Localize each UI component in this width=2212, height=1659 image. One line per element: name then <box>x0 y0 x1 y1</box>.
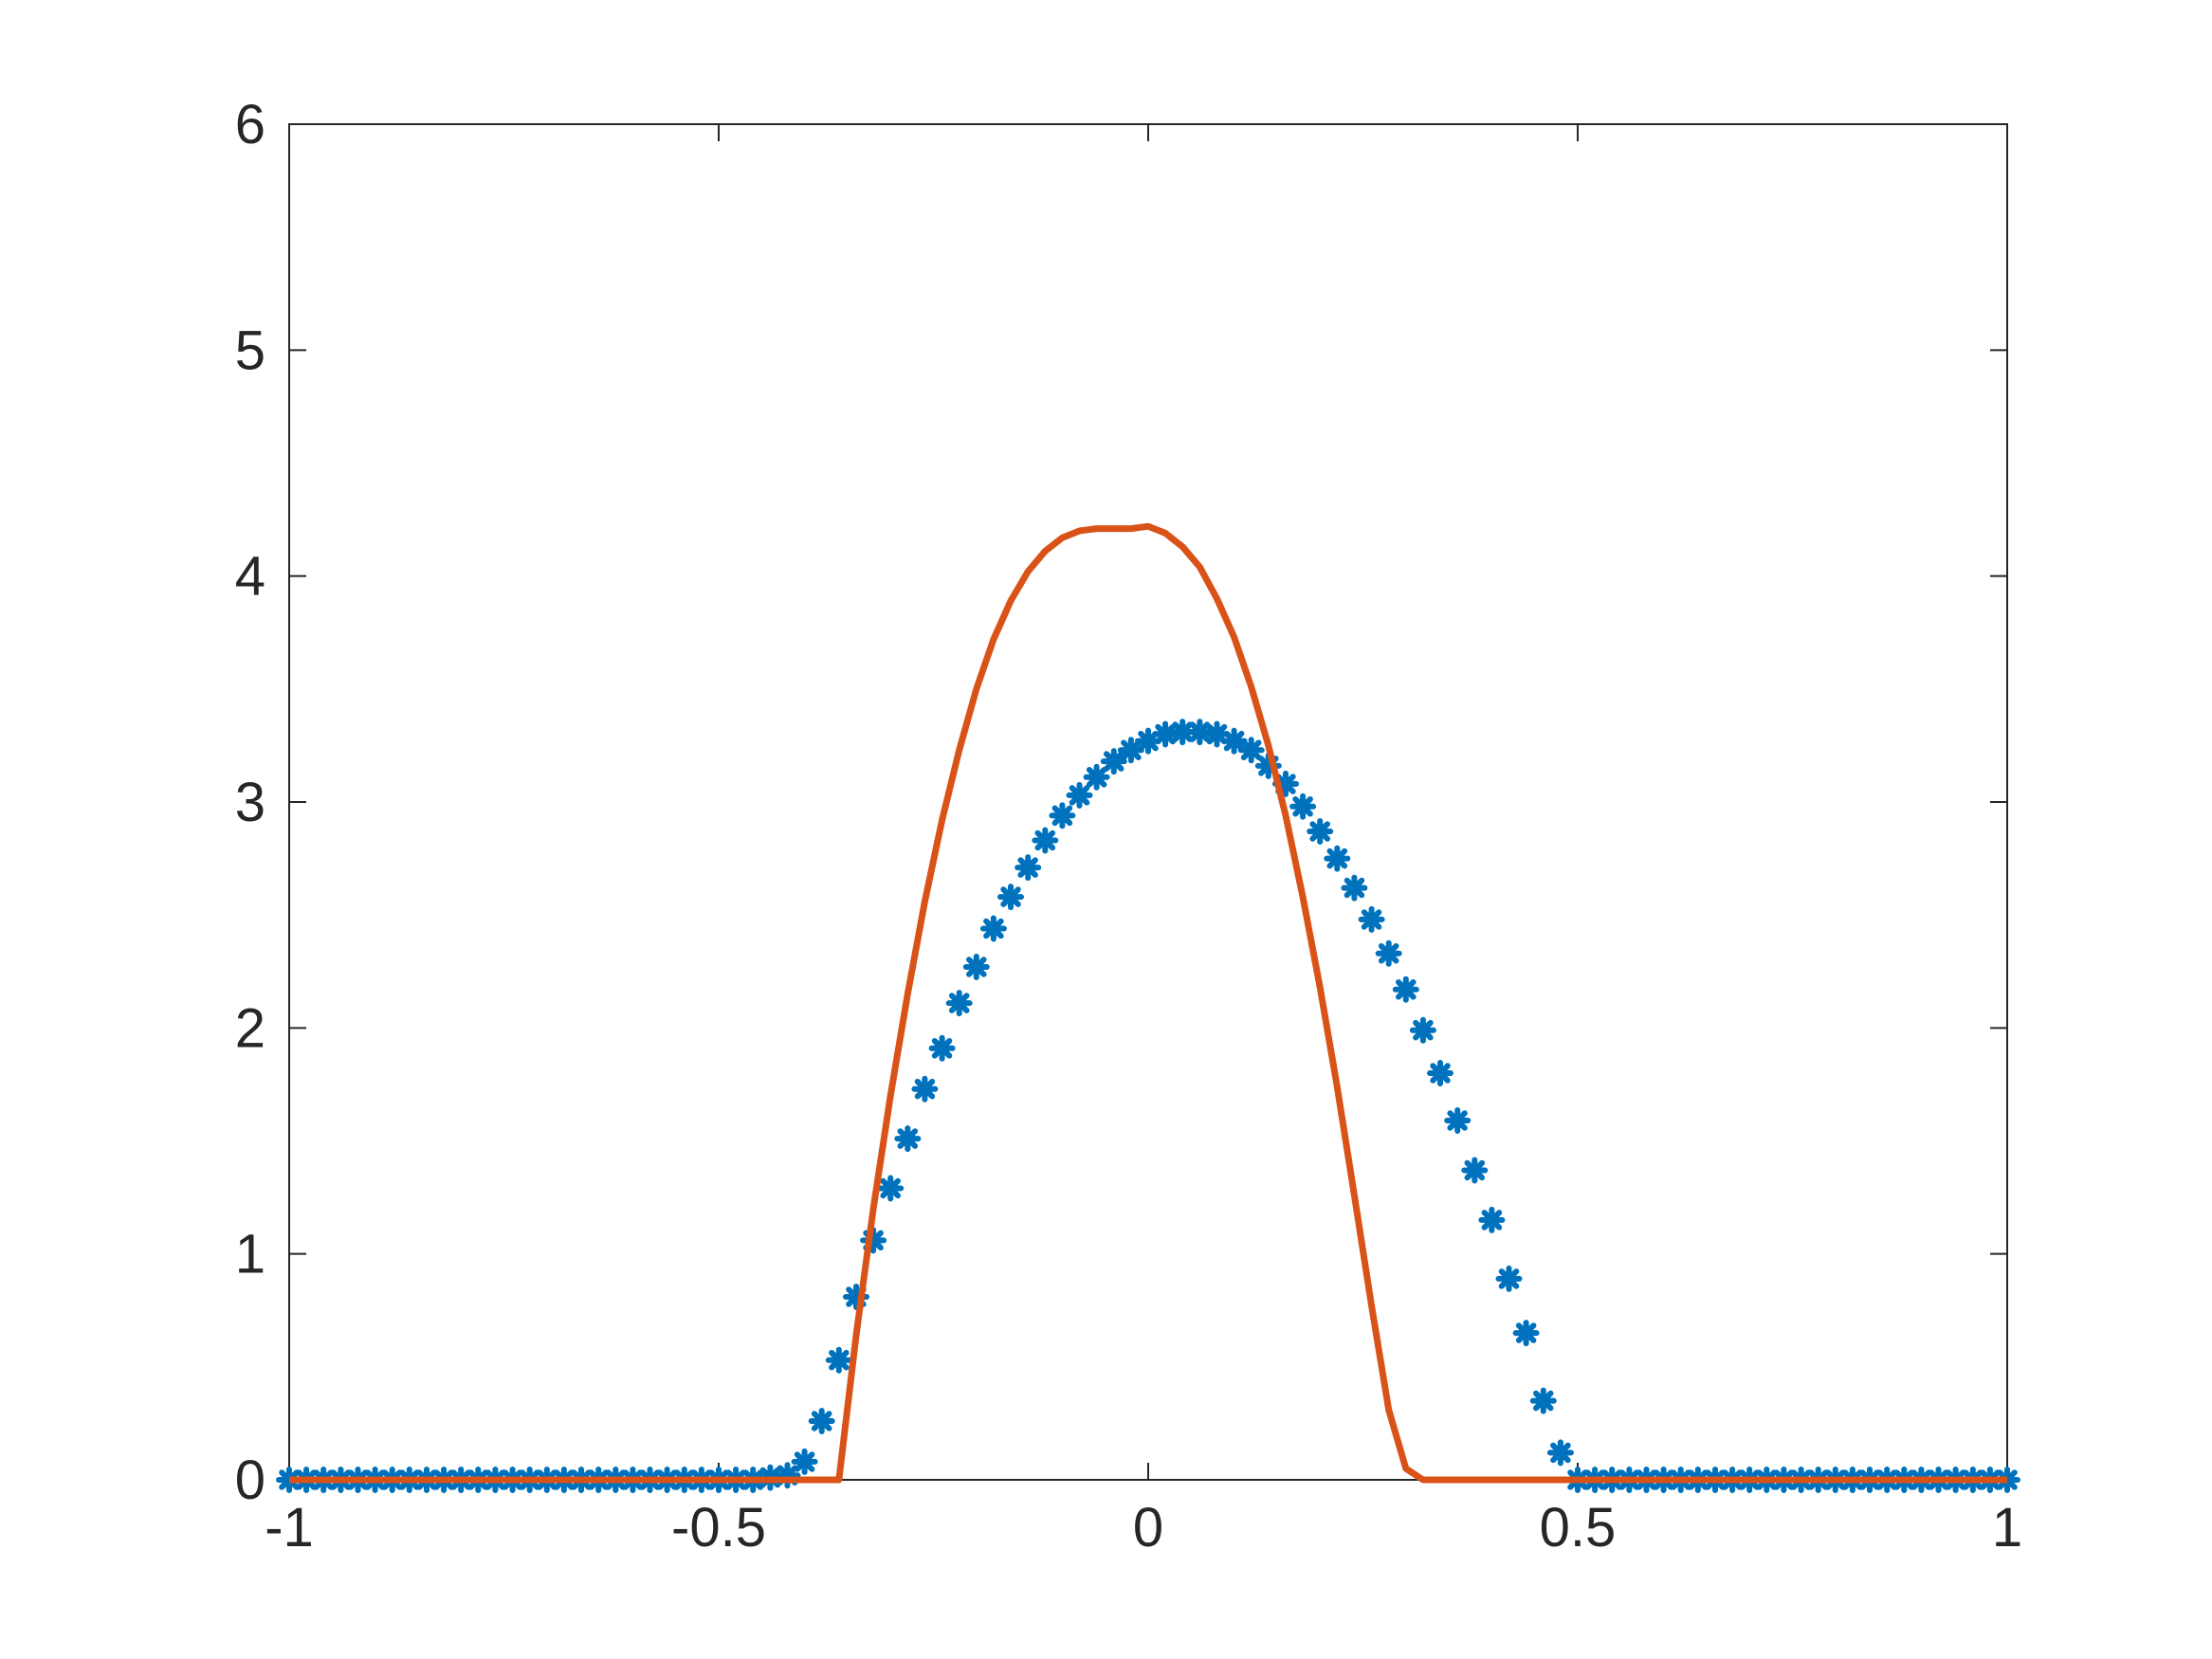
data-point <box>774 1462 801 1489</box>
y-tick-label: 2 <box>235 997 265 1059</box>
y-tick-label: 4 <box>235 546 265 608</box>
data-point <box>843 1284 869 1310</box>
data-point <box>1015 854 1042 882</box>
data-point <box>1254 752 1282 779</box>
data-point <box>1341 874 1368 902</box>
data-point <box>1117 737 1144 764</box>
data-point <box>1066 781 1093 809</box>
y-tick-label: 3 <box>235 772 265 833</box>
data-point <box>1409 1016 1436 1044</box>
data-point <box>894 1125 922 1153</box>
data-point <box>1546 1439 1574 1467</box>
data-point <box>791 1448 818 1475</box>
data-point <box>1307 818 1334 845</box>
data-point <box>962 954 990 980</box>
data-point <box>1220 727 1248 755</box>
data-point <box>997 884 1024 911</box>
data-point <box>911 1075 939 1103</box>
data-point <box>1032 827 1059 854</box>
data-point <box>1478 1206 1506 1233</box>
plot-area: -1 -0.5 0 0.5 1 0 1 2 3 4 5 6 <box>235 94 2022 1559</box>
data-point <box>1461 1157 1489 1184</box>
data-point <box>1272 770 1299 797</box>
data-point <box>928 1034 956 1062</box>
data-point <box>877 1175 905 1202</box>
y-tick-label: 0 <box>235 1449 265 1511</box>
data-point <box>1358 905 1385 933</box>
data-point <box>1169 719 1197 746</box>
data-point <box>825 1346 852 1374</box>
y-tick-label: 1 <box>235 1224 265 1285</box>
data-point <box>1186 719 1214 746</box>
data-point <box>1135 727 1161 755</box>
data-point <box>945 990 973 1017</box>
data-point <box>1100 748 1127 775</box>
data-point <box>1152 720 1179 748</box>
data-point <box>1289 793 1317 820</box>
data-point <box>1444 1107 1472 1134</box>
x-tick-label: 0 <box>1133 1497 1163 1559</box>
x-tick-label: 1 <box>1992 1497 2022 1559</box>
data-point <box>1049 802 1076 830</box>
data-point <box>1512 1320 1540 1347</box>
data-point <box>1083 763 1110 791</box>
data-point <box>1324 845 1351 872</box>
data-point <box>1392 975 1419 1003</box>
data-point <box>860 1227 887 1254</box>
data-point <box>1375 939 1402 967</box>
y-tick-label: 5 <box>235 319 265 381</box>
x-tick-label: -1 <box>265 1497 314 1559</box>
y-tick-label: 6 <box>235 94 265 155</box>
x-tick-label: 0.5 <box>1540 1497 1617 1559</box>
data-point <box>1427 1060 1453 1086</box>
data-point <box>1495 1265 1523 1292</box>
data-point <box>1203 720 1231 748</box>
x-tick-label: -0.5 <box>671 1497 766 1559</box>
data-point <box>808 1408 835 1434</box>
data-point <box>1237 737 1265 764</box>
data-point <box>1529 1387 1557 1414</box>
series-line-2 <box>289 522 2007 1484</box>
data-point <box>979 915 1007 942</box>
